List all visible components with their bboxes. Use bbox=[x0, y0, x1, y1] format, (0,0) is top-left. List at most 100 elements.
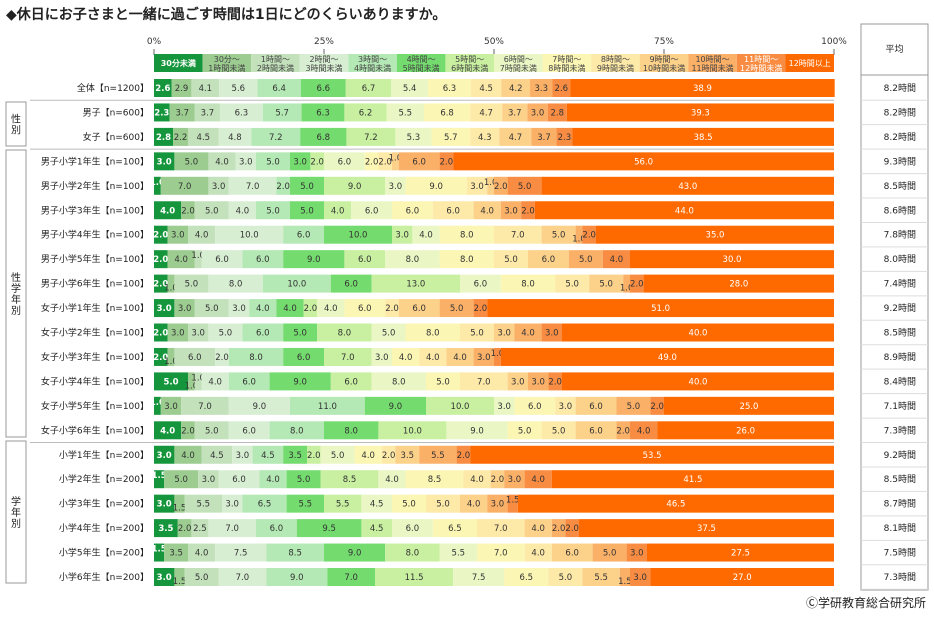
legend-swatch bbox=[348, 54, 397, 72]
bar-segment bbox=[324, 152, 365, 171]
bar-data-label: 4.5 bbox=[197, 133, 211, 143]
row-average: 8.5時間 bbox=[884, 328, 916, 339]
bar-segment bbox=[188, 225, 216, 244]
bar-segment bbox=[201, 445, 233, 464]
bar-segment bbox=[530, 79, 553, 97]
bar-data-label: 6.7 bbox=[362, 84, 376, 94]
bar-data-label: 6.6 bbox=[317, 84, 331, 94]
bar-data-label: 3.0 bbox=[497, 329, 511, 339]
bar-data-label: 7.0 bbox=[178, 182, 192, 192]
bar-segment bbox=[181, 396, 229, 415]
bar-segment bbox=[251, 127, 301, 146]
bar-segment bbox=[364, 396, 426, 415]
row-label: 男子小学2年生【n=100】 bbox=[41, 180, 149, 192]
bar-segment bbox=[423, 103, 471, 122]
bar-segment bbox=[562, 323, 834, 342]
row-average: 8.5時間 bbox=[884, 474, 916, 485]
bar-segment bbox=[194, 299, 229, 318]
bar-segment bbox=[439, 152, 454, 171]
bar-data-label: 7.0 bbox=[225, 524, 239, 534]
bar-segment bbox=[198, 470, 219, 489]
bar-data-label: 10.0 bbox=[287, 280, 306, 290]
bar-data-label: 8.0 bbox=[392, 377, 406, 387]
bar-segment bbox=[283, 347, 324, 366]
bar-data-label: 2.0 bbox=[385, 304, 399, 314]
legend-swatch bbox=[736, 54, 786, 72]
bar-segment bbox=[167, 274, 175, 293]
row-label: 男子小学3年生【n=100】 bbox=[41, 204, 149, 216]
bar-segment bbox=[371, 274, 460, 293]
axis-tick-label: 50% bbox=[484, 37, 504, 47]
bar-segment bbox=[167, 323, 188, 342]
bar-data-label: 3.0 bbox=[157, 500, 172, 510]
bar-data-label: 2.0 bbox=[181, 426, 195, 436]
bar-segment bbox=[164, 470, 199, 489]
bar-segment bbox=[419, 445, 457, 464]
bar-segment bbox=[405, 176, 467, 195]
bar-segment bbox=[344, 299, 386, 318]
bar-data-label: 2.8 bbox=[156, 133, 171, 143]
legend-swatch bbox=[445, 54, 494, 72]
bar-data-label: 8.0 bbox=[406, 549, 420, 559]
bar-data-label: 5.0 bbox=[266, 206, 280, 216]
bar-segment bbox=[154, 152, 175, 171]
bar-segment bbox=[552, 79, 571, 97]
bar-data-label: 6.0 bbox=[256, 329, 270, 339]
bar-segment bbox=[398, 299, 440, 318]
bar-segment bbox=[534, 201, 834, 220]
bar-segment bbox=[169, 103, 195, 122]
bar-data-label: 2.0 bbox=[153, 329, 168, 339]
bar-segment bbox=[154, 568, 175, 586]
bar-data-label: 2.6 bbox=[555, 84, 569, 94]
bar-data-label: 7.0 bbox=[341, 353, 355, 363]
bar-data-label: 5.0 bbox=[331, 451, 345, 461]
bar-segment bbox=[154, 127, 174, 146]
bar-data-label: 5.0 bbox=[559, 573, 573, 583]
bar-segment bbox=[528, 250, 569, 269]
bar-segment bbox=[463, 470, 491, 489]
bar-segment bbox=[524, 470, 552, 489]
row-average: 7.3時間 bbox=[884, 572, 916, 583]
bar-data-label: 9.0 bbox=[429, 182, 443, 192]
bar-data-label: 4.0 bbox=[531, 524, 545, 534]
bar-segment bbox=[623, 274, 630, 293]
bar-data-label: 6.0 bbox=[215, 255, 229, 265]
bar-data-label: 4.0 bbox=[195, 231, 209, 241]
bar-segment bbox=[392, 225, 413, 244]
bar-data-label: 4.3 bbox=[478, 133, 492, 143]
bar-data-label: 2.0 bbox=[215, 353, 229, 363]
bar-data-label: 2.8 bbox=[550, 108, 564, 118]
bar-segment bbox=[385, 299, 399, 318]
axis-tick-label: 75% bbox=[654, 37, 674, 47]
bar-data-label: 5.3 bbox=[407, 133, 421, 143]
bar-data-label: 2.5 bbox=[193, 524, 207, 534]
bar-data-label: 2.0 bbox=[153, 353, 168, 363]
bar-data-label: 10.0 bbox=[240, 231, 259, 241]
bar-data-label: 2.0 bbox=[310, 157, 324, 167]
bar-segment bbox=[324, 176, 386, 195]
bar-data-label: 41.5 bbox=[683, 475, 702, 485]
bar-segment bbox=[499, 127, 532, 146]
bar-segment bbox=[310, 152, 324, 171]
bar-data-label: 5.0 bbox=[470, 329, 484, 339]
bar-segment bbox=[228, 201, 256, 220]
bar-data-label: 2.0 bbox=[630, 280, 644, 290]
row-label: 女子小学3年生【n=100】 bbox=[41, 351, 149, 363]
bar-segment bbox=[194, 103, 220, 122]
bar-data-label: 9.5 bbox=[322, 524, 336, 534]
bar-data-label: 11.5 bbox=[405, 573, 424, 583]
bar-segment bbox=[371, 347, 392, 366]
bar-data-label: 2.6 bbox=[155, 84, 170, 94]
bar-segment bbox=[154, 201, 182, 220]
bar-segment bbox=[317, 299, 345, 318]
axis-tick-label: 0% bbox=[147, 37, 162, 47]
bar-data-label: 6.0 bbox=[565, 549, 579, 559]
bar-segment bbox=[173, 127, 188, 146]
bar-segment bbox=[524, 543, 552, 562]
bar-segment bbox=[428, 79, 471, 97]
bar-segment bbox=[269, 372, 331, 391]
bar-data-label: 3.0 bbox=[202, 475, 216, 485]
bar-segment bbox=[470, 79, 502, 97]
bar-data-label: 2.0 bbox=[178, 524, 192, 534]
bar-segment bbox=[385, 250, 440, 269]
